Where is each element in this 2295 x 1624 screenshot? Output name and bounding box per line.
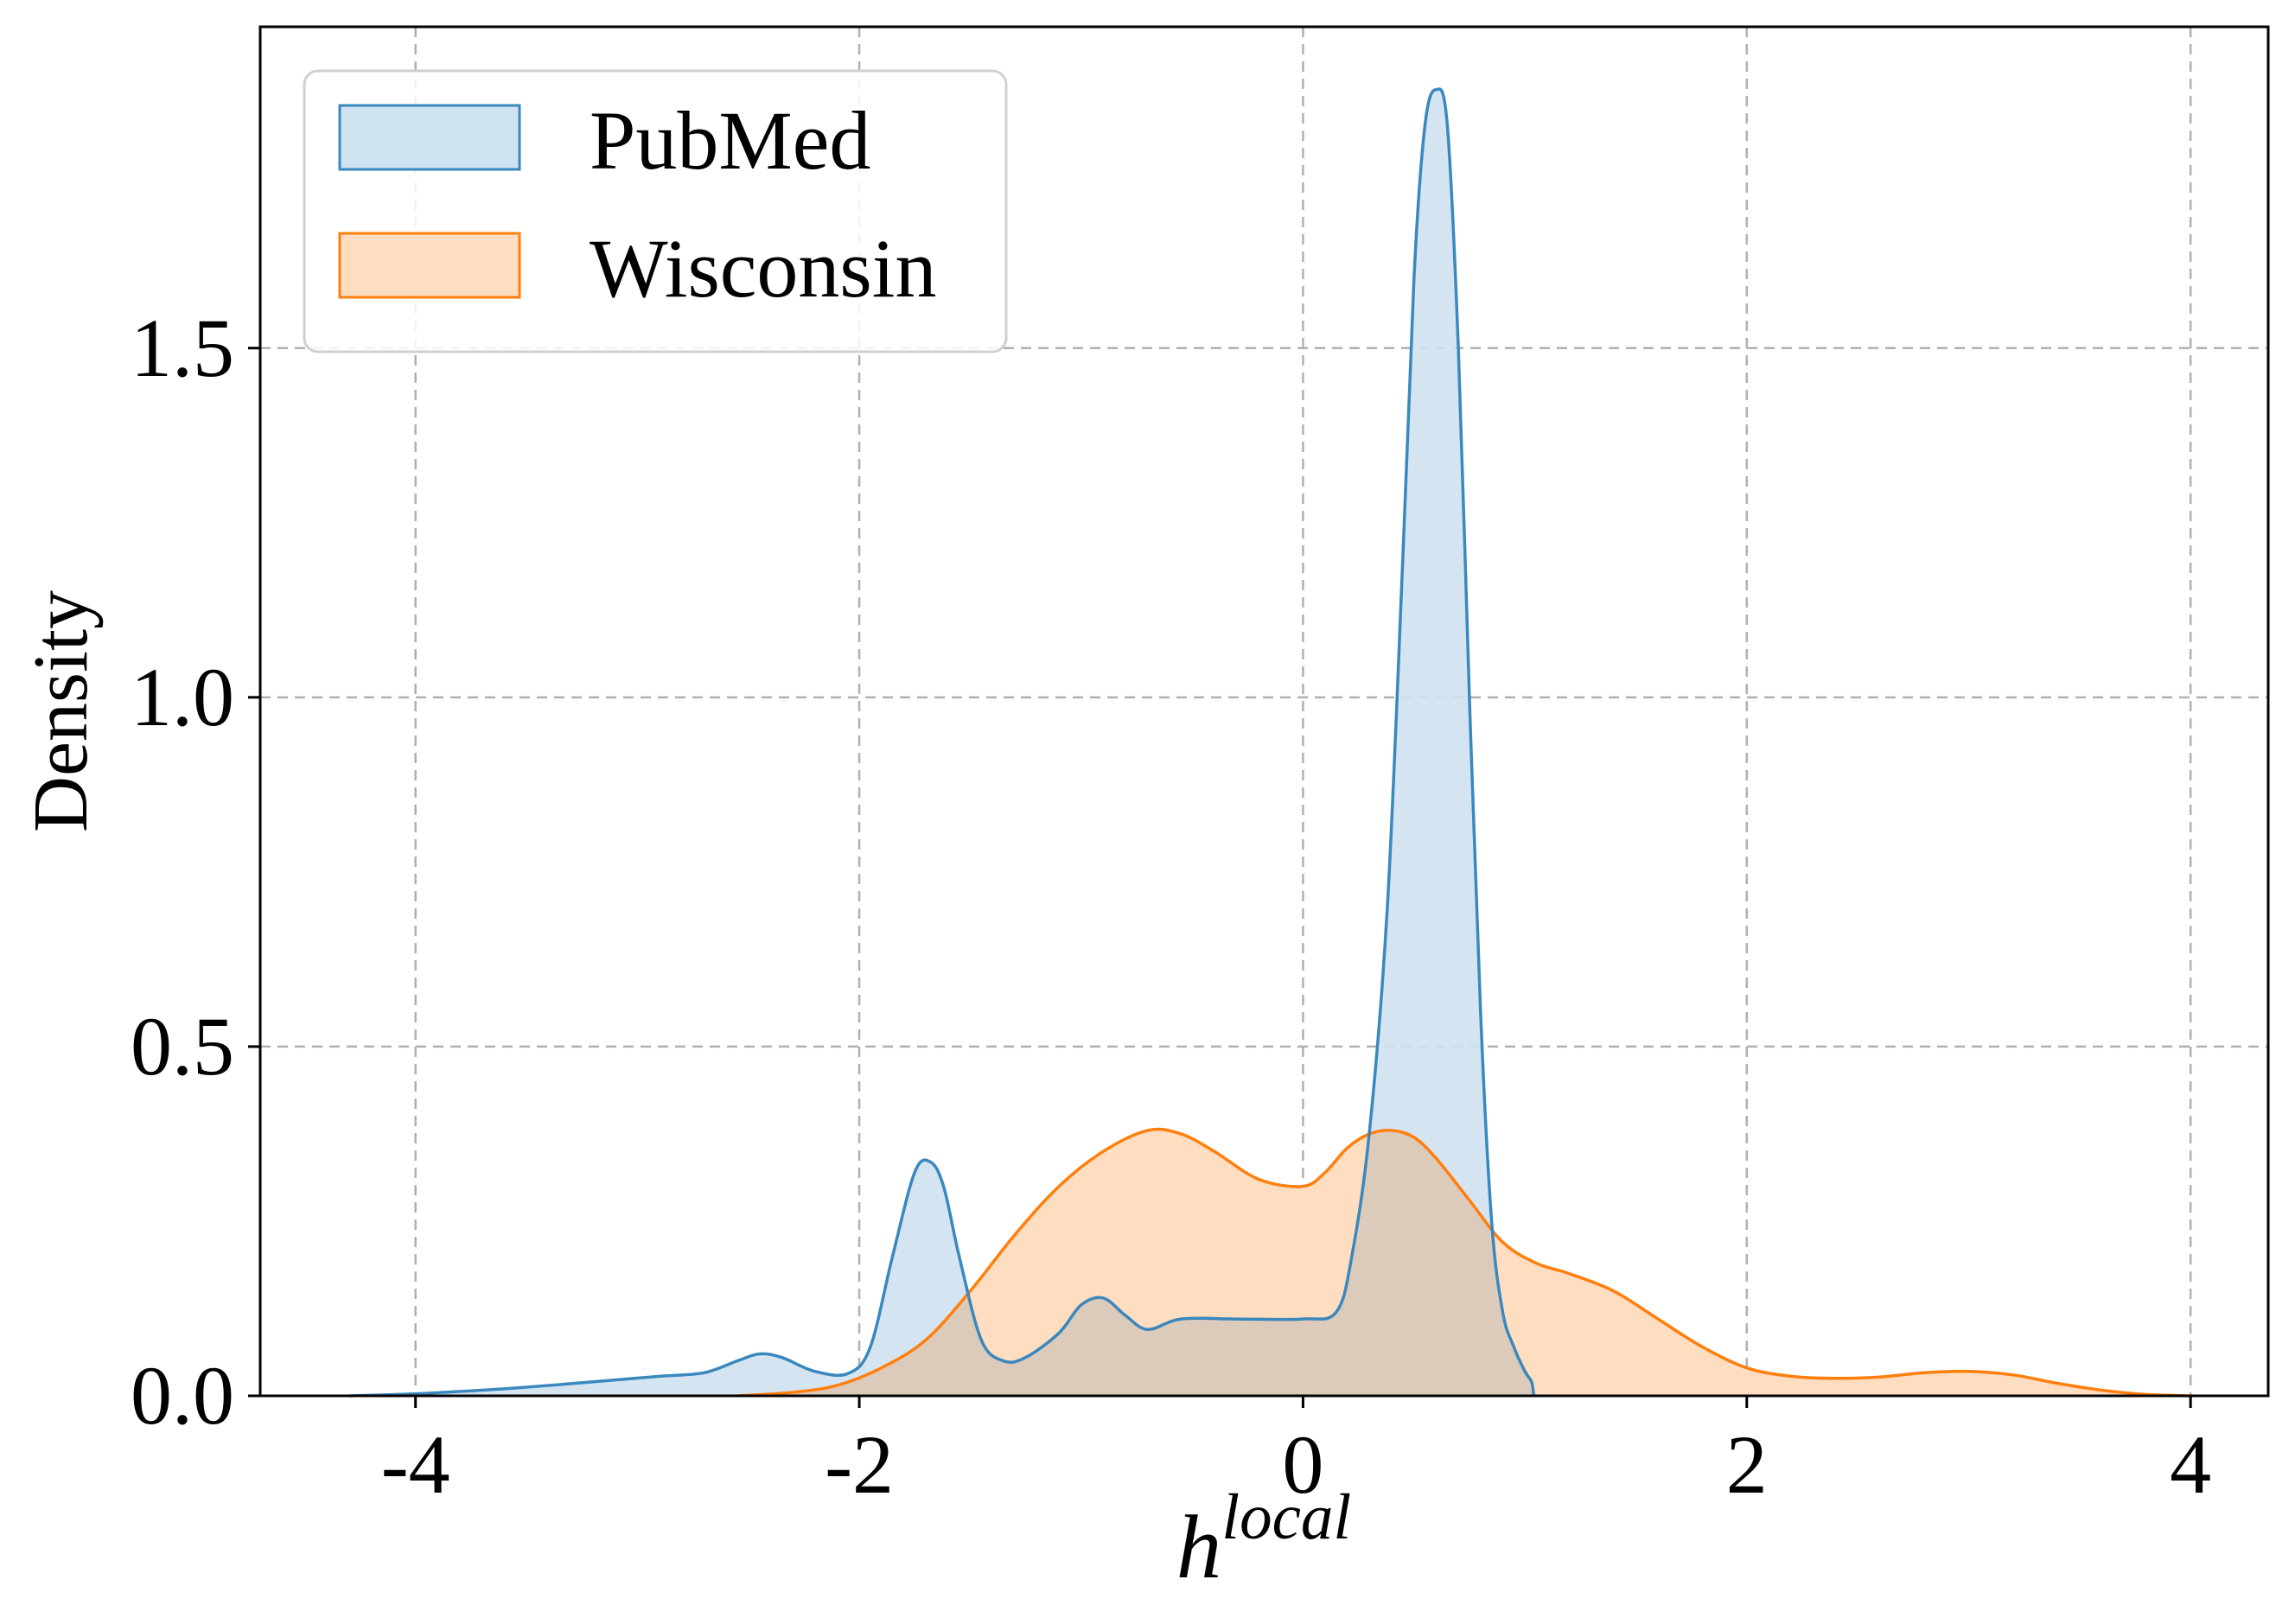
x-tick-label: 0 xyxy=(1282,1418,1323,1511)
x-tick-label: 4 xyxy=(2170,1418,2211,1511)
y-axis-label: Density xyxy=(18,590,104,832)
legend-label-pubmed: PubMed xyxy=(590,94,870,187)
plot-frame xyxy=(258,25,2270,1398)
legend: PubMed Wisconsin xyxy=(303,69,1008,353)
axis-ticks: -4 -2 0 2 4 0.0 0.5 1.0 1.5 xyxy=(131,302,2211,1511)
svg-text:hlocal: hlocal xyxy=(1176,1481,1351,1597)
area-overlap xyxy=(736,1129,1534,1396)
x-axis-label-superscript: local xyxy=(1221,1481,1351,1553)
y-tick-label: 0.5 xyxy=(131,1000,234,1092)
legend-item-pubmed: PubMed xyxy=(338,94,870,187)
x-tick-label: -4 xyxy=(381,1418,450,1511)
legend-swatch-wisconsin xyxy=(338,232,521,299)
x-axis-label-base: h xyxy=(1176,1496,1222,1597)
y-tick-label: 0.0 xyxy=(131,1349,234,1442)
x-tick-label: -2 xyxy=(825,1418,894,1511)
x-axis-label: hlocal xyxy=(1176,1481,1351,1597)
x-tick-label: 2 xyxy=(1726,1418,1768,1511)
legend-swatch-pubmed xyxy=(338,104,521,171)
density-line-wisconsin xyxy=(736,1127,2191,1398)
legend-item-wisconsin: Wisconsin xyxy=(338,222,936,315)
y-tick-label: 1.0 xyxy=(131,651,234,743)
density-areas xyxy=(348,87,2191,1398)
density-line-pubmed xyxy=(348,87,1536,1398)
y-tick-label: 1.5 xyxy=(131,302,234,394)
legend-label-wisconsin: Wisconsin xyxy=(590,222,936,315)
